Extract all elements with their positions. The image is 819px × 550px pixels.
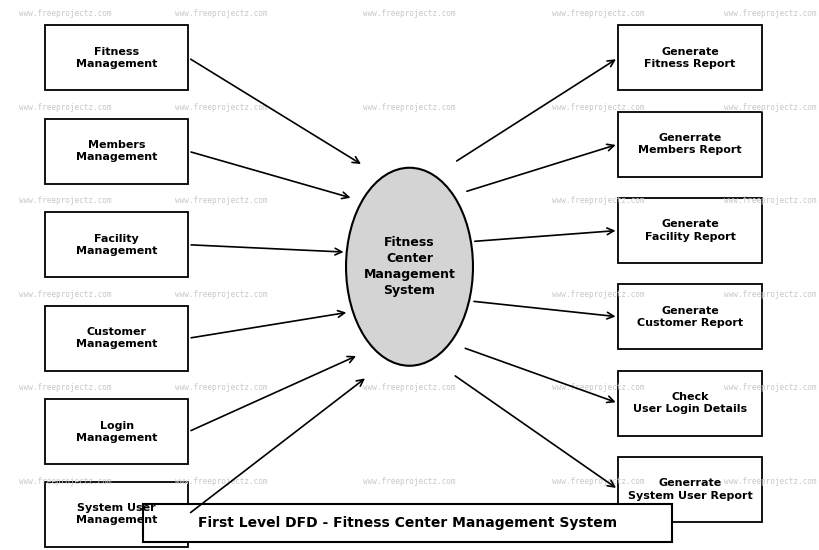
Text: www.freeprojectz.com: www.freeprojectz.com bbox=[20, 196, 111, 205]
Text: www.freeprojectz.com: www.freeprojectz.com bbox=[724, 196, 816, 205]
FancyBboxPatch shape bbox=[45, 25, 188, 90]
Text: www.freeprojectz.com: www.freeprojectz.com bbox=[724, 103, 816, 112]
Text: www.freeprojectz.com: www.freeprojectz.com bbox=[175, 383, 267, 392]
FancyBboxPatch shape bbox=[45, 482, 188, 547]
Ellipse shape bbox=[346, 168, 473, 366]
FancyBboxPatch shape bbox=[45, 399, 188, 464]
Text: www.freeprojectz.com: www.freeprojectz.com bbox=[20, 290, 111, 299]
FancyBboxPatch shape bbox=[618, 284, 762, 349]
Text: www.freeprojectz.com: www.freeprojectz.com bbox=[20, 477, 111, 486]
Text: Check
User Login Details: Check User Login Details bbox=[633, 392, 747, 414]
Text: www.freeprojectz.com: www.freeprojectz.com bbox=[364, 477, 455, 486]
Text: www.freeprojectz.com: www.freeprojectz.com bbox=[552, 196, 644, 205]
Text: www.freeprojectz.com: www.freeprojectz.com bbox=[552, 383, 644, 392]
Text: www.freeprojectz.com: www.freeprojectz.com bbox=[552, 477, 644, 486]
Text: www.freeprojectz.com: www.freeprojectz.com bbox=[20, 9, 111, 18]
Text: www.freeprojectz.com: www.freeprojectz.com bbox=[20, 383, 111, 392]
Text: Generrate
System User Report: Generrate System User Report bbox=[627, 478, 753, 500]
Text: First Level DFD - Fitness Center Management System: First Level DFD - Fitness Center Managem… bbox=[198, 516, 617, 530]
Text: www.freeprojectz.com: www.freeprojectz.com bbox=[364, 383, 455, 392]
Text: www.freeprojectz.com: www.freeprojectz.com bbox=[20, 103, 111, 112]
Text: Members
Management: Members Management bbox=[76, 140, 157, 162]
Text: www.freeprojectz.com: www.freeprojectz.com bbox=[175, 9, 267, 18]
FancyBboxPatch shape bbox=[618, 371, 762, 436]
Text: System User
Management: System User Management bbox=[76, 503, 157, 525]
FancyBboxPatch shape bbox=[618, 198, 762, 263]
Text: www.freeprojectz.com: www.freeprojectz.com bbox=[175, 290, 267, 299]
Text: www.freeprojectz.com: www.freeprojectz.com bbox=[364, 290, 455, 299]
FancyBboxPatch shape bbox=[618, 112, 762, 177]
Text: www.freeprojectz.com: www.freeprojectz.com bbox=[552, 290, 644, 299]
Text: www.freeprojectz.com: www.freeprojectz.com bbox=[724, 290, 816, 299]
Text: Generate
Facility Report: Generate Facility Report bbox=[645, 219, 735, 241]
Text: www.freeprojectz.com: www.freeprojectz.com bbox=[552, 9, 644, 18]
FancyBboxPatch shape bbox=[618, 25, 762, 90]
Text: Login
Management: Login Management bbox=[76, 421, 157, 443]
Text: www.freeprojectz.com: www.freeprojectz.com bbox=[724, 9, 816, 18]
FancyBboxPatch shape bbox=[45, 119, 188, 184]
Text: www.freeprojectz.com: www.freeprojectz.com bbox=[364, 103, 455, 112]
Text: www.freeprojectz.com: www.freeprojectz.com bbox=[175, 477, 267, 486]
Text: www.freeprojectz.com: www.freeprojectz.com bbox=[175, 103, 267, 112]
Text: Fitness
Center
Management
System: Fitness Center Management System bbox=[364, 236, 455, 297]
Text: Generate
Customer Report: Generate Customer Report bbox=[637, 306, 743, 328]
Text: www.freeprojectz.com: www.freeprojectz.com bbox=[364, 196, 455, 205]
Text: Facility
Management: Facility Management bbox=[76, 234, 157, 256]
Text: Customer
Management: Customer Management bbox=[76, 327, 157, 349]
Text: Fitness
Management: Fitness Management bbox=[76, 47, 157, 69]
Text: www.freeprojectz.com: www.freeprojectz.com bbox=[364, 9, 455, 18]
Text: www.freeprojectz.com: www.freeprojectz.com bbox=[724, 477, 816, 486]
FancyBboxPatch shape bbox=[45, 306, 188, 371]
Text: www.freeprojectz.com: www.freeprojectz.com bbox=[175, 196, 267, 205]
Text: Generate
Fitness Report: Generate Fitness Report bbox=[645, 47, 735, 69]
Text: Generrate
Members Report: Generrate Members Report bbox=[638, 133, 742, 155]
FancyBboxPatch shape bbox=[618, 457, 762, 522]
Text: www.freeprojectz.com: www.freeprojectz.com bbox=[552, 103, 644, 112]
FancyBboxPatch shape bbox=[45, 212, 188, 277]
Text: www.freeprojectz.com: www.freeprojectz.com bbox=[724, 383, 816, 392]
FancyBboxPatch shape bbox=[143, 504, 672, 542]
